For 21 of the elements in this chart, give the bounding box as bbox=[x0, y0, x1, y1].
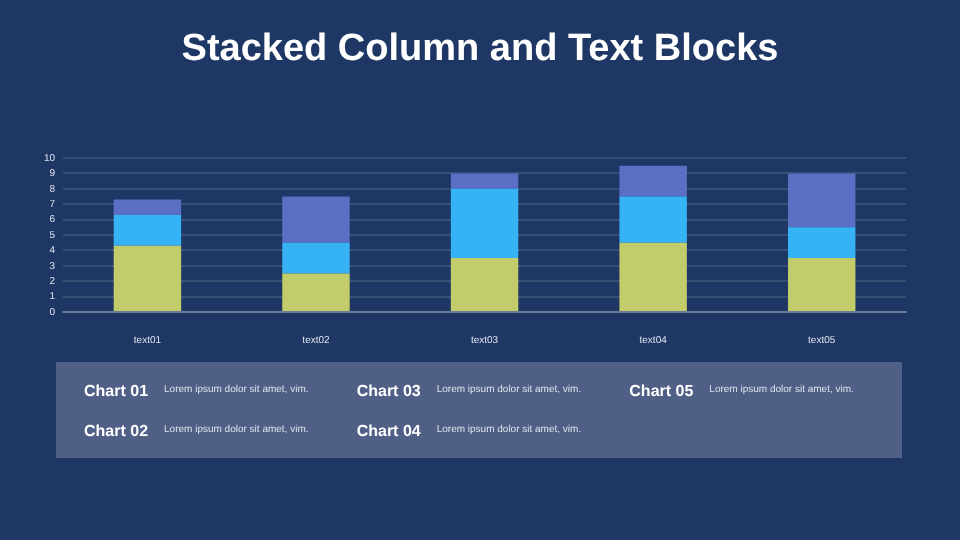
chart-title: Stacked Column and Text Blocks bbox=[179, 28, 781, 72]
caption: Chart 03 bbox=[356, 381, 421, 399]
bar bbox=[282, 242, 350, 274]
bar bbox=[788, 258, 856, 311]
bar bbox=[113, 214, 182, 246]
bar bbox=[619, 242, 687, 311]
caption: Chart 04 bbox=[356, 421, 421, 439]
caption: Chart 02 bbox=[84, 421, 149, 439]
bar bbox=[113, 245, 182, 311]
bar bbox=[619, 196, 687, 243]
bar bbox=[113, 199, 182, 215]
bar bbox=[282, 273, 350, 311]
bar bbox=[619, 165, 687, 197]
bar bbox=[450, 258, 519, 311]
bar bbox=[450, 173, 519, 189]
bar bbox=[788, 227, 856, 259]
caption: Chart 05 bbox=[629, 381, 694, 399]
caption: Chart 01 bbox=[84, 381, 149, 399]
bar bbox=[282, 196, 350, 243]
bar bbox=[450, 188, 519, 259]
bar bbox=[788, 173, 856, 228]
